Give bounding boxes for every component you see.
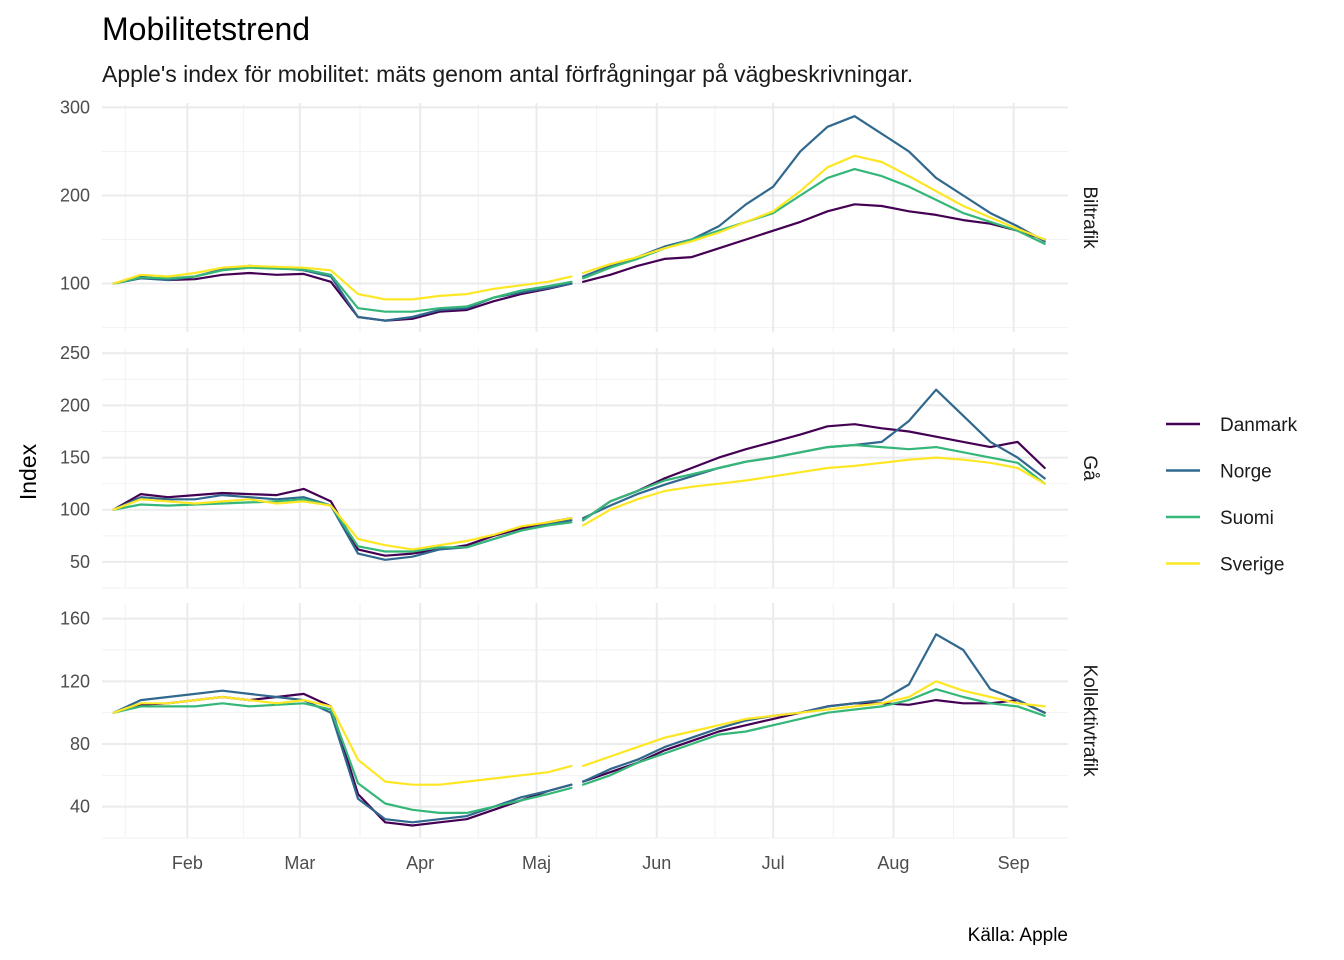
line-ga-sverige-segment-2 [582, 456, 1046, 527]
legend-label-sverige: Sverige [1220, 555, 1284, 576]
legend-label-suomi: Suomi [1220, 508, 1274, 529]
line-kollektivtrafik-norge [112, 689, 573, 824]
x-axis: Feb Mar Apr Maj Jun Jul Aug Sep [172, 853, 1030, 873]
y-tick-label: 100 [60, 274, 90, 294]
line-biltrafik-norge-segment-2 [582, 115, 1046, 278]
facet-label-kollektivtrafik: Kollektivtrafik [1079, 665, 1100, 777]
x-tick-label-jun: Jun [642, 853, 671, 873]
facet-label-ga: Gå [1079, 455, 1100, 481]
y-tick-label: 200 [60, 185, 90, 205]
legend-item-norge: Norge [1166, 462, 1272, 483]
chart-subtitle: Apple's index för mobilitet: mäts genom … [102, 61, 913, 87]
y-tick-label: 50 [70, 552, 90, 572]
line-kollektivtrafik-norge-segment-2 [582, 633, 1046, 783]
line-biltrafik-danmark [112, 271, 573, 322]
x-tick-label-jul: Jul [762, 853, 785, 873]
y-tick-label: 300 [60, 97, 90, 117]
line-kollektivtrafik-sverige [112, 695, 573, 786]
y-tick-label: 250 [60, 343, 90, 363]
line-kollektivtrafik-suomi-segment-2 [582, 688, 1046, 786]
y-tick-label: 200 [60, 395, 90, 415]
line-kollektivtrafik-suomi [112, 702, 573, 814]
facet-label-biltrafik: Biltrafik [1079, 186, 1100, 249]
source-caption: Källa: Apple [968, 925, 1068, 946]
line-ga-suomi [112, 498, 573, 553]
y-tick-label: 120 [60, 671, 90, 691]
legend-label-danmark: Danmark [1220, 415, 1298, 436]
x-tick-label-feb: Feb [172, 853, 203, 873]
legend-label-norge: Norge [1220, 462, 1272, 483]
line-kollektivtrafik-sverige-segment-2 [582, 680, 1046, 767]
legend-item-danmark: Danmark [1166, 415, 1298, 436]
y-axis-title: Index [15, 443, 41, 500]
y-tick-label: 150 [60, 448, 90, 468]
y-tick-label: 100 [60, 500, 90, 520]
y-tick-label: 80 [70, 734, 90, 754]
line-ga-danmark-segment-2 [582, 423, 1046, 522]
legend-item-sverige: Sverige [1166, 555, 1284, 576]
y-tick-label: 40 [70, 797, 90, 817]
x-tick-label-sep: Sep [998, 853, 1030, 873]
chart-title: Mobilitetstrend [102, 11, 310, 47]
line-biltrafik-suomi [112, 266, 573, 313]
line-biltrafik-danmark-segment-2 [582, 203, 1046, 283]
x-tick-label-maj: Maj [522, 853, 551, 873]
x-tick-label-mar: Mar [284, 853, 315, 873]
legend: Danmark Norge Suomi Sverige [1166, 415, 1298, 576]
panel-ga: 50 100 150 200 250 Gå [60, 343, 1100, 589]
facet-panels: 100 200 300 Biltrafik 50 100 150 200 250 Gå 40 80 12… [60, 97, 1100, 839]
panel-biltrafik: 100 200 300 Biltrafik [60, 97, 1100, 332]
line-biltrafik-sverige-segment-2 [582, 154, 1046, 275]
line-biltrafik-sverige [112, 264, 573, 301]
x-tick-label-aug: Aug [877, 853, 909, 873]
x-tick-label-apr: Apr [406, 853, 434, 873]
line-ga-sverige [112, 498, 573, 551]
y-tick-label: 160 [60, 609, 90, 629]
legend-item-suomi: Suomi [1166, 508, 1274, 529]
line-ga-suomi-segment-2 [582, 443, 1046, 522]
panel-kollektivtrafik: 40 80 120 160 Kollektivtrafik [60, 603, 1100, 839]
